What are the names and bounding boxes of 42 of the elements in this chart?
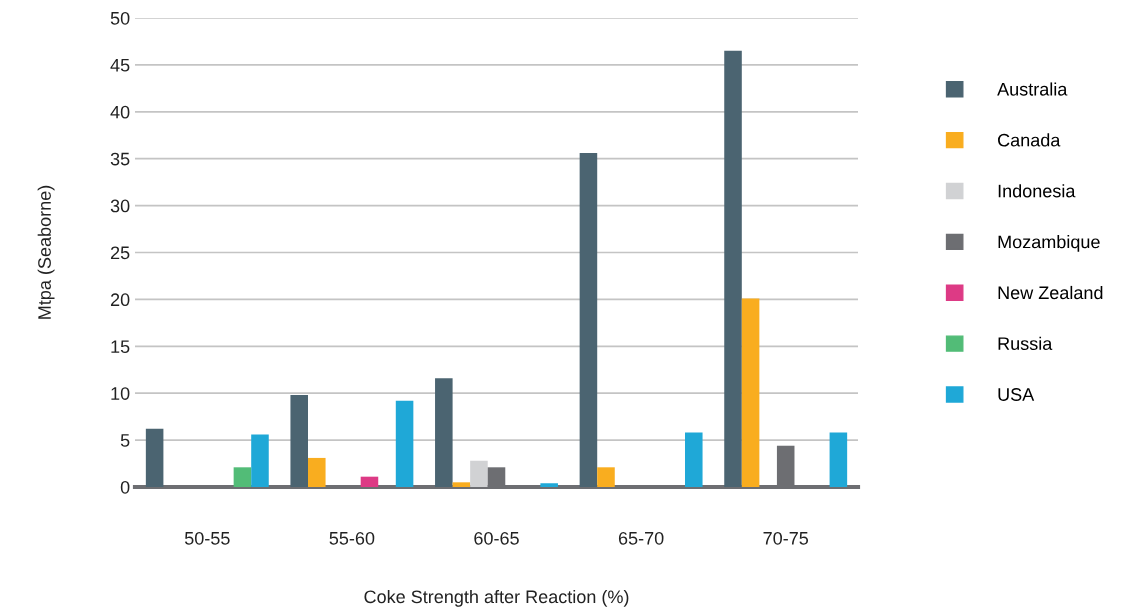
y-tick-label: 35 [110, 152, 130, 166]
bar [308, 457, 326, 487]
y-tick-label: 40 [110, 105, 130, 119]
bar [470, 460, 488, 487]
y-tick-label: 45 [110, 59, 130, 72]
bar [290, 395, 308, 487]
legend-label: Mozambique [998, 235, 1100, 252]
bar [579, 153, 598, 487]
x-tick-label: 55-60 [329, 531, 375, 545]
bar [452, 482, 471, 487]
legend-label: Canada [998, 133, 1061, 147]
legend-label: Russia [998, 336, 1053, 351]
bar [145, 428, 164, 487]
y-tick-label: 5 [120, 434, 130, 447]
legend-label: New Zealand [998, 285, 1103, 300]
bar [360, 476, 379, 487]
y-tick-label: 20 [110, 293, 130, 307]
x-tick-label: 50-55 [184, 531, 230, 545]
y-tick-label: 10 [111, 387, 130, 400]
x-tick-label: 60-65 [474, 531, 519, 545]
bar [685, 432, 703, 487]
bar [233, 467, 252, 487]
y-tick-label: 15 [111, 340, 130, 354]
y-tick-label: 50 [110, 11, 130, 25]
x-tick-label: 70-75 [763, 531, 809, 545]
legend-label: USA [998, 388, 1035, 401]
legend-label: Indonesia [998, 184, 1076, 198]
x-axis-title: Coke Strength after Reaction (%) [364, 589, 629, 607]
y-tick-label: 30 [110, 199, 130, 213]
legend-label: Australia [997, 82, 1068, 96]
bar [829, 432, 848, 487]
bar [395, 400, 414, 487]
y-tick-label: 0 [120, 480, 130, 494]
bar [251, 434, 269, 487]
bar [724, 50, 742, 487]
bar [435, 378, 453, 487]
x-tick-label: 65-70 [618, 531, 664, 545]
y-tick-label: 25 [110, 246, 130, 260]
bar [741, 298, 760, 487]
bar [597, 467, 615, 487]
y-axis-title: Mtpa (Seaborne) [37, 185, 55, 319]
bar [540, 483, 558, 487]
